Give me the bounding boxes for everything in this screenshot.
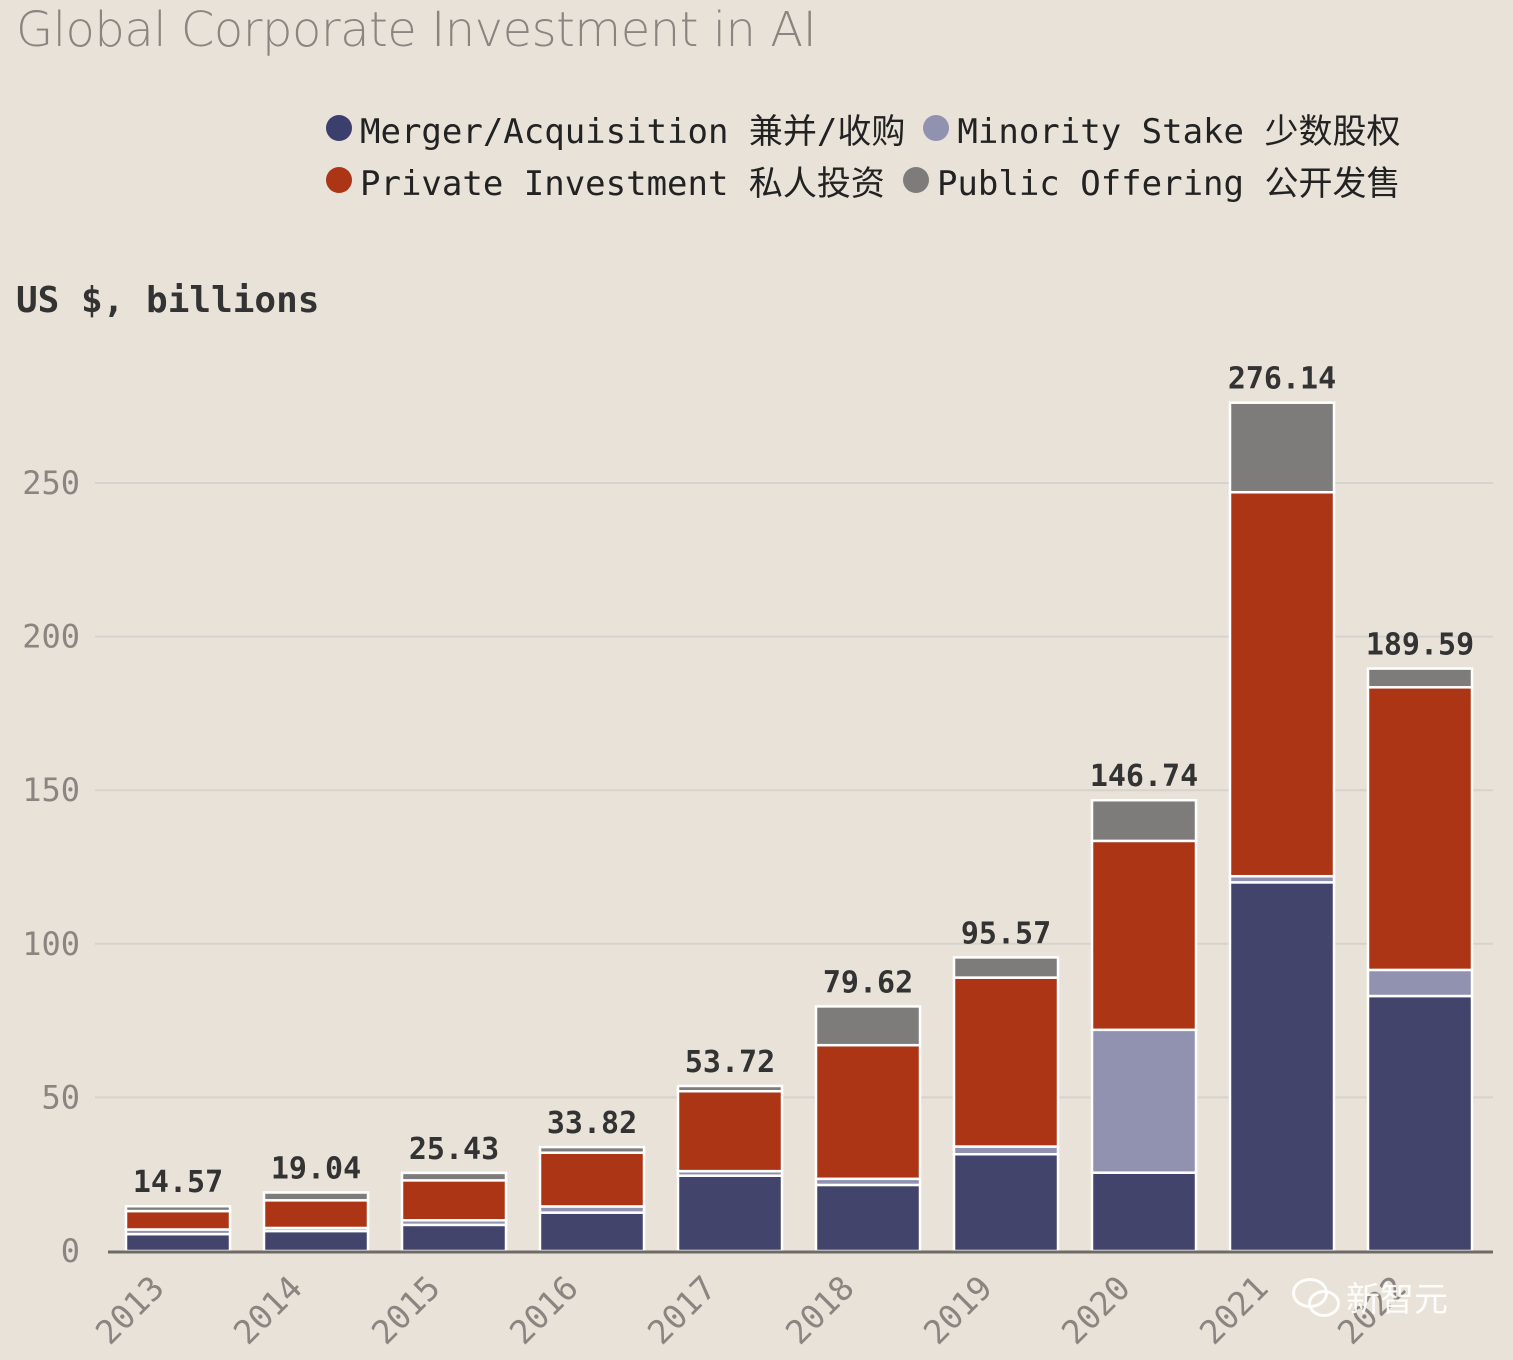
bar-total-label-2016: 33.82 bbox=[547, 1106, 637, 1141]
bar-segment-2020-2 bbox=[1090, 839, 1198, 1032]
bar-segment-2017-2 bbox=[676, 1090, 784, 1173]
legend-item-merger: Merger/Acquisition 兼并/收购 bbox=[326, 104, 905, 153]
bar-total-label-2020: 146.74 bbox=[1090, 759, 1198, 794]
bar-segment-2021-0 bbox=[1228, 881, 1336, 1253]
bar-segment-2021-2 bbox=[1228, 490, 1336, 878]
bar-total-label-2013: 14.57 bbox=[133, 1165, 223, 1200]
bar-segment-2020-0 bbox=[1090, 1171, 1198, 1253]
legend-label-merger: Merger/Acquisition 兼并/收购 bbox=[360, 111, 906, 152]
x-tick-label-2014: 2014 bbox=[226, 1268, 310, 1352]
y-tick-label-100: 100 bbox=[22, 925, 80, 963]
legend-dot-public bbox=[902, 167, 929, 193]
wechat-icon bbox=[1292, 1277, 1340, 1317]
bar-segment-2019-3 bbox=[952, 956, 1060, 979]
x-tick-label-2020: 2020 bbox=[1054, 1268, 1138, 1352]
bar-segment-2019-0 bbox=[952, 1152, 1060, 1253]
bar-segment-2013-2 bbox=[124, 1209, 232, 1231]
legend-item-minority: Minority Stake 少数股权 bbox=[923, 104, 1400, 153]
bar-segment-2016-0 bbox=[538, 1211, 646, 1253]
chart-title: Global Corporate Investment in AI bbox=[16, 2, 817, 58]
bar-segment-2013-3 bbox=[124, 1204, 232, 1213]
y-axis-unit-label: US $, billions bbox=[16, 280, 320, 321]
bar-segment-2022-1 bbox=[1366, 968, 1474, 998]
bar-segment-2020-1 bbox=[1090, 1028, 1198, 1174]
legend-label-public: Public Offering 公开发售 bbox=[936, 163, 1401, 204]
x-tick-label-2013: 2013 bbox=[88, 1268, 172, 1352]
bar-total-label-2022: 189.59 bbox=[1366, 628, 1474, 663]
bar-total-label-2017: 53.72 bbox=[685, 1045, 775, 1080]
bar-segment-2016-2 bbox=[538, 1151, 646, 1208]
bar-segment-2018-0 bbox=[814, 1183, 922, 1253]
x-tick-label-2015: 2015 bbox=[364, 1268, 448, 1352]
legend-label-minority: Minority Stake 少数股权 bbox=[957, 111, 1401, 152]
watermark: 新智元 bbox=[1292, 1272, 1448, 1321]
legend-dot-minority bbox=[923, 115, 950, 141]
legend-dot-private bbox=[326, 167, 352, 193]
legend-label-private: Private Investment 私人投资 bbox=[360, 163, 885, 204]
bar-segment-2015-3 bbox=[400, 1171, 508, 1182]
bar-segment-2015-0 bbox=[400, 1223, 508, 1253]
bar-segment-2014-0 bbox=[262, 1229, 370, 1253]
x-tick-label-2016: 2016 bbox=[502, 1268, 586, 1352]
bar-total-label-2015: 25.43 bbox=[409, 1132, 499, 1167]
legend: Merger/Acquisition 兼并/收购 Minority Stake … bbox=[326, 102, 1486, 206]
bar-segment-2019-2 bbox=[952, 976, 1060, 1148]
y-tick-label-150: 150 bbox=[22, 771, 80, 809]
bar-total-label-2021: 276.14 bbox=[1228, 362, 1336, 397]
bar-total-label-2019: 95.57 bbox=[961, 916, 1051, 951]
bar-segment-2021-3 bbox=[1228, 401, 1336, 494]
watermark-text: 新智元 bbox=[1346, 1280, 1448, 1320]
x-tick-label-2019: 2019 bbox=[916, 1268, 1000, 1352]
bar-segment-2017-3 bbox=[676, 1084, 784, 1093]
legend-item-private: Private Investment 私人投资 bbox=[326, 156, 885, 205]
y-tick-label-200: 200 bbox=[22, 618, 80, 656]
legend-item-public: Public Offering 公开发售 bbox=[902, 156, 1401, 205]
bar-segment-2014-2 bbox=[262, 1199, 370, 1230]
legend-row-1: Merger/Acquisition 兼并/收购 Minority Stake … bbox=[326, 102, 1486, 154]
x-tick-label-2021: 2021 bbox=[1192, 1268, 1276, 1352]
bar-total-label-2014: 19.04 bbox=[271, 1152, 361, 1187]
y-tick-label-50: 50 bbox=[41, 1078, 80, 1116]
legend-dot-merger bbox=[326, 115, 352, 141]
bar-segment-2022-0 bbox=[1366, 994, 1474, 1253]
y-tick-label-0: 0 bbox=[61, 1232, 80, 1270]
y-tick-label-250: 250 bbox=[22, 464, 80, 502]
bar-segment-2017-0 bbox=[676, 1174, 784, 1253]
bar-segment-2022-3 bbox=[1366, 667, 1474, 689]
legend-row-2: Private Investment 私人投资 Public Offering … bbox=[326, 154, 1486, 206]
bar-segment-2016-3 bbox=[538, 1145, 646, 1154]
x-tick-label-2017: 2017 bbox=[640, 1268, 724, 1352]
bar-segment-2013-0 bbox=[124, 1232, 232, 1253]
bar-total-label-2018: 79.62 bbox=[823, 965, 913, 1000]
bar-segment-2015-2 bbox=[400, 1179, 508, 1222]
bar-segment-2018-2 bbox=[814, 1043, 922, 1181]
x-tick-label-2018: 2018 bbox=[778, 1268, 862, 1352]
bar-segment-2014-3 bbox=[262, 1191, 370, 1202]
bar-segment-2018-3 bbox=[814, 1005, 922, 1047]
bar-segment-2022-2 bbox=[1366, 686, 1474, 972]
bar-segment-2020-3 bbox=[1090, 798, 1198, 843]
